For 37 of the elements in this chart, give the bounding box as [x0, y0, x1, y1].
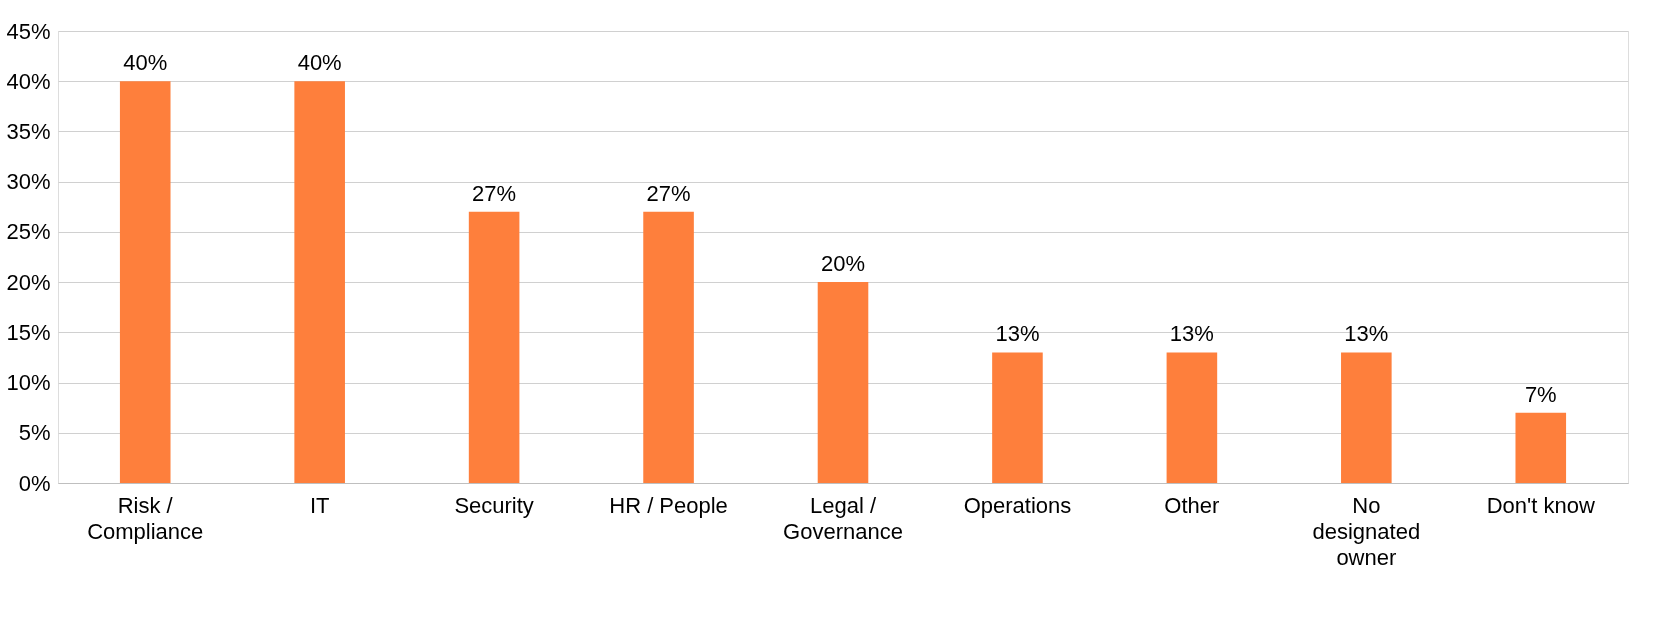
x-tick-label: HR / People	[609, 492, 728, 518]
data-label: 13%	[1344, 321, 1389, 347]
bar	[468, 211, 520, 483]
y-tick-label: 35%	[6, 118, 51, 144]
y-tick-label: 20%	[6, 269, 51, 295]
x-tick-label: Other	[1164, 492, 1220, 518]
bar	[817, 282, 869, 483]
bar	[1515, 412, 1567, 483]
data-label: 13%	[995, 321, 1040, 347]
x-tick-label: Don't know	[1486, 492, 1595, 518]
bar	[119, 81, 171, 483]
x-tick-label: IT	[309, 492, 330, 518]
data-label: 13%	[1169, 321, 1214, 347]
y-tick-label: 30%	[6, 169, 51, 195]
bar	[992, 352, 1043, 483]
data-label: 40%	[123, 50, 168, 76]
y-tick-label: 15%	[6, 319, 51, 345]
y-tick-label: 45%	[6, 18, 51, 44]
x-tick-label: Security	[454, 492, 534, 518]
x-tick-label: Operations	[963, 492, 1072, 518]
bar	[1341, 352, 1392, 483]
x-tick-label: Risk / Compliance	[87, 492, 204, 544]
y-tick-label: 0%	[18, 470, 51, 496]
data-label: 7%	[1524, 381, 1557, 407]
y-tick-label: 25%	[6, 219, 51, 245]
y-tick-label: 5%	[18, 420, 51, 446]
y-tick-label: 40%	[6, 68, 51, 94]
bar	[294, 81, 345, 483]
data-label: 20%	[820, 251, 866, 277]
x-tick-label: Legal / Governance	[783, 492, 903, 544]
bar	[1166, 352, 1218, 483]
bar	[643, 211, 694, 483]
data-label: 40%	[297, 50, 342, 76]
x-tick-label: No designated owner	[1312, 492, 1421, 570]
y-tick-label: 10%	[6, 370, 51, 396]
data-label: 27%	[646, 180, 691, 206]
data-label: 27%	[472, 180, 517, 206]
